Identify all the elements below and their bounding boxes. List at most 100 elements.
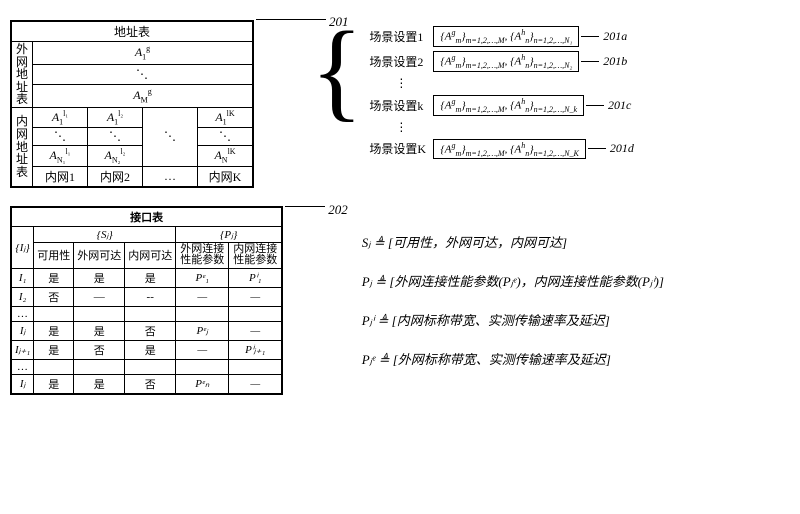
scene-label-k: 场景设置k: [369, 97, 433, 114]
def-Pje: Pⱼᵉ ≜ [外网标称带宽、实测传输速率及延迟]: [362, 349, 664, 368]
label-201c: 201c: [608, 98, 631, 113]
ext-addr-header: 外网地址表: [11, 42, 33, 108]
col-label-2: 内网2: [88, 166, 143, 187]
cell-int-diag: ⋱: [143, 107, 198, 166]
cell-A-l2-1: A1l₂: [88, 107, 143, 127]
scene-vdots-2: ⋮: [369, 120, 634, 135]
scene-label-K: 场景设置K: [369, 140, 433, 157]
scene-list: 场景设置1 {Agm}m=1,2,…,M, {Ahn}n=1,2,…,N₁ 20…: [369, 24, 634, 161]
iface-body: I₁是是是Pᵉ₁Pⁱ₁I₂否—--——…Iⱼ是是否Pᵉⱼ—Iⱼ₊₁是否是—Pⁱⱼ…: [11, 268, 282, 394]
cell-Ag1: A1g: [33, 42, 254, 65]
table-cell: [34, 306, 74, 321]
table-cell: Pⁱⱼ₊₁: [229, 340, 283, 359]
scene-box-k: {Agm}m=1,2,…,M, {Ahn}n=1,2,…,N_k: [433, 95, 584, 116]
table-row: Iⱼ是是否Pᵉₙ—: [11, 374, 282, 394]
table-cell: 是: [34, 268, 74, 287]
int-addr-header: 内网地址表: [11, 107, 33, 186]
scene-box-2: {Agm}m=1,2,…,M, {Ahn}n=1,2,…,N₂: [433, 51, 579, 72]
label-201b: 201b: [603, 54, 627, 69]
cell-A-lK-N: ANlK: [198, 146, 254, 166]
address-table-wrapper: 地址表 外网地址表 A1g ⋱ AMg 内网地址表: [10, 20, 254, 188]
table-cell: 是: [74, 321, 125, 340]
hdr-pe: 外网连接性能参数: [176, 242, 229, 268]
table-cell: 是: [34, 321, 74, 340]
scene-row-2: 场景设置2 {Agm}m=1,2,…,M, {Ahn}n=1,2,…,N₂ 20…: [369, 51, 634, 72]
table-row: …: [11, 359, 282, 374]
table-cell: 否: [74, 340, 125, 359]
hdr-Pj: {Pⱼ}: [176, 226, 283, 242]
iface-table-wrap: 接口表 {Iⱼ} {Sⱼ} {Pⱼ} 可用性 外网可达 内网可达 外网连接性能参…: [10, 188, 283, 395]
table-cell: Pᵉ₁: [176, 268, 229, 287]
hdr-pi: 内网连接性能参数: [229, 242, 283, 268]
table-cell: [176, 306, 229, 321]
table-cell: …: [11, 306, 34, 321]
cell-A-lK-1: A1lK: [198, 107, 254, 127]
cell-vdots2: ⋱: [88, 128, 143, 146]
brace-icon: {: [311, 20, 364, 120]
table-cell: [229, 306, 283, 321]
scene-box-K: {Agm}m=1,2,…,M, {Ahn}n=1,2,…,N_K: [433, 139, 586, 160]
table-row: I₁是是是Pᵉ₁Pⁱ₁: [11, 268, 282, 287]
hdr-Sj: {Sⱼ}: [34, 226, 176, 242]
lead-201b: [581, 61, 599, 62]
table-cell: Iⱼ₊₁: [11, 340, 34, 359]
table-cell: [125, 306, 176, 321]
label-201d: 201d: [610, 141, 634, 156]
table-cell: 是: [125, 268, 176, 287]
table-cell: [176, 359, 229, 374]
scene-label-2: 场景设置2: [369, 53, 433, 70]
cell-AgM: AMg: [33, 85, 254, 108]
table-cell: [74, 359, 125, 374]
table-cell: —: [229, 321, 283, 340]
table-row: …: [11, 306, 282, 321]
table-cell: —: [74, 287, 125, 306]
table-cell: Iⱼ: [11, 374, 34, 394]
scene-box-1: {Agm}m=1,2,…,M, {Ahn}n=1,2,…,N₁: [433, 26, 579, 47]
label-201a: 201a: [603, 29, 627, 44]
table-cell: 是: [34, 340, 74, 359]
table-cell: --: [125, 287, 176, 306]
cell-diag-ext: ⋱: [33, 64, 254, 84]
lead-202: [285, 206, 325, 207]
col-label-dots: …: [143, 166, 198, 187]
table-cell: 是: [125, 340, 176, 359]
table-cell: —: [176, 340, 229, 359]
def-Pji: Pⱼⁱ ≜ [内网标称带宽、实测传输速率及延迟]: [362, 310, 664, 329]
scene-row-K: 场景设置K {Agm}m=1,2,…,M, {Ahn}n=1,2,…,N_K 2…: [369, 139, 634, 160]
lead-201a: [581, 36, 599, 37]
cell-vdots1: ⋱: [33, 128, 88, 146]
hdr-Ij: {Iⱼ}: [11, 226, 34, 268]
table-cell: [34, 359, 74, 374]
lead-201c: [586, 105, 604, 106]
table-row: Iⱼ₊₁是否是—Pⁱⱼ₊₁: [11, 340, 282, 359]
hdr-int: 内网可达: [125, 242, 176, 268]
table-row: Iⱼ是是否Pᵉⱼ—: [11, 321, 282, 340]
table-cell: 否: [125, 374, 176, 394]
col-label-1: 内网1: [33, 166, 88, 187]
iface-title: 接口表: [11, 207, 282, 227]
bottom-section: 接口表 {Iⱼ} {Sⱼ} {Pⱼ} 可用性 外网可达 内网可达 外网连接性能参…: [10, 188, 790, 395]
cell-A-l1-N: AN₁l₁: [33, 146, 88, 166]
scene-row-k: 场景设置k {Agm}m=1,2,…,M, {Ahn}n=1,2,…,N_k 2…: [369, 95, 634, 116]
lead-201d: [588, 148, 606, 149]
def-Pj: Pⱼ ≜ [外网连接性能参数(Pⱼᵉ)，内网连接性能参数(Pⱼⁱ)]: [362, 271, 664, 290]
table-cell: —: [229, 287, 283, 306]
cell-vdotsK: ⋱: [198, 128, 254, 146]
hdr-avail: 可用性: [34, 242, 74, 268]
cell-A-l1-1: A1l₁: [33, 107, 88, 127]
address-table: 地址表 外网地址表 A1g ⋱ AMg 内网地址表: [10, 20, 254, 188]
table-cell: [229, 359, 283, 374]
table-cell: Pᵉⱼ: [176, 321, 229, 340]
table-cell: I₁: [11, 268, 34, 287]
scene-label-1: 场景设置1: [369, 28, 433, 45]
scene-vdots-1: ⋮: [369, 76, 634, 91]
table-cell: —: [176, 287, 229, 306]
label-202: 202: [328, 202, 348, 218]
table-cell: 是: [34, 374, 74, 394]
table-cell: …: [11, 359, 34, 374]
cell-A-l2-N: AN₂l₂: [88, 146, 143, 166]
table-cell: 是: [74, 374, 125, 394]
scene-row-1: 场景设置1 {Agm}m=1,2,…,M, {Ahn}n=1,2,…,N₁ 20…: [369, 26, 634, 47]
table-cell: Pᵉₙ: [176, 374, 229, 394]
table-cell: [74, 306, 125, 321]
